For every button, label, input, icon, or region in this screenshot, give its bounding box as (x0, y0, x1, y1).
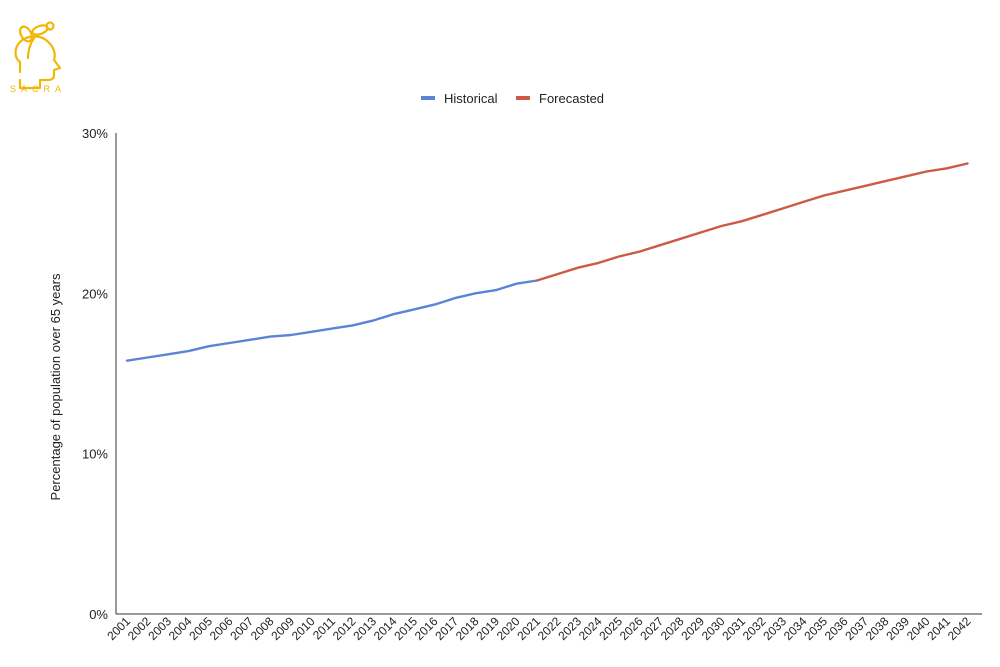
brand-name: SACRA (9, 84, 66, 94)
series-line-forecasted (535, 162, 969, 282)
head-with-sprout-icon (14, 21, 62, 90)
legend-swatch-forecasted (516, 96, 530, 100)
legend: Historical Forecasted (421, 91, 604, 106)
y-tick-label: 30% (82, 126, 108, 141)
y-tick-label: 0% (89, 607, 108, 622)
y-tick-label: 10% (82, 447, 108, 462)
x-tick-label: 2042 (945, 614, 974, 643)
legend-swatch-historical (421, 96, 435, 100)
legend-label-historical: Historical (444, 91, 498, 106)
y-axis-label: Percentage of population over 65 years (48, 273, 63, 500)
legend-label-forecasted: Forecasted (539, 91, 604, 106)
series-line-historical (125, 279, 539, 362)
y-tick-label: 20% (82, 286, 108, 301)
